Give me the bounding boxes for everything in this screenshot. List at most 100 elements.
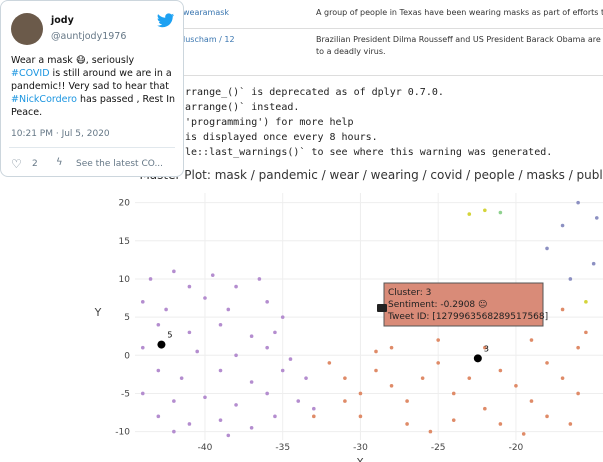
row-divider [0, 75, 603, 76]
point [140, 300, 145, 304]
point [218, 418, 223, 422]
point [405, 399, 409, 403]
point [576, 345, 580, 350]
twitter-logo [157, 13, 174, 28]
tooltip-box [383, 282, 544, 327]
y-tick-label: 10 [119, 275, 131, 285]
tooltip-line: Sentiment: -0.2908 😐 [388, 299, 487, 310]
point [436, 361, 440, 365]
point [560, 376, 565, 380]
table-cell: A group of people in Texas have been wea… [316, 8, 603, 17]
like-icon[interactable]: ♡ [11, 157, 22, 171]
point [296, 399, 301, 403]
cluster-center [157, 340, 166, 349]
point [584, 330, 588, 335]
point [265, 345, 269, 350]
y-tick-label: -10 [115, 428, 130, 438]
point [389, 345, 394, 350]
point [529, 399, 534, 403]
console-line: is displayed once every 8 hours. [185, 132, 378, 143]
point [218, 322, 223, 327]
point [358, 391, 363, 396]
point [265, 300, 269, 304]
point [405, 422, 409, 426]
tweet-segment: Peace. [11, 107, 43, 118]
point [428, 429, 433, 434]
cluster-label: 5 [167, 331, 172, 340]
y-axis-label: Y [94, 306, 102, 319]
point [343, 399, 347, 403]
point [172, 429, 176, 434]
point [591, 261, 596, 266]
tweet-name: jody [51, 15, 74, 26]
point [451, 391, 456, 396]
point [187, 422, 192, 426]
point [187, 284, 192, 289]
point [514, 384, 518, 388]
cluster-label: 3 [484, 344, 489, 353]
point [172, 269, 176, 274]
tweet-segment: #COVID [11, 68, 50, 79]
point [156, 322, 161, 327]
table-cell: luscham / 12 [183, 35, 235, 44]
chart-title: Master Plot: mask / pandemic / wear / we… [139, 168, 603, 182]
point [576, 391, 580, 396]
point [483, 208, 487, 213]
point [265, 391, 269, 396]
tweet-card[interactable]: jody @auntjody1976 Wear a mask 😷, seriou… [0, 0, 184, 177]
plot-area [135, 193, 603, 440]
tweet-segment: is still around we are in a [49, 68, 172, 79]
x-tick-label: -25 [431, 443, 446, 453]
point [140, 345, 145, 350]
console-line: le::last_warnings()` to see where this w… [185, 147, 553, 158]
x-tick-label: -20 [509, 443, 524, 453]
point [249, 334, 254, 338]
y-tick-label: 0 [124, 351, 130, 361]
point [226, 307, 231, 312]
row-divider [0, 28, 603, 29]
point [374, 368, 378, 373]
point [576, 200, 580, 205]
point [273, 414, 277, 419]
console-line: 'programming') for more help [185, 117, 354, 128]
point [467, 212, 472, 216]
point [226, 433, 231, 438]
point [451, 418, 456, 422]
table: wearamask A group of people in Texas have… [0, 0, 603, 78]
tweet-line: pandemic!! Very sad to hear that [11, 81, 169, 92]
tweet-time[interactable]: 10:21 PM · Jul 5, 2020 [11, 129, 110, 139]
point [483, 406, 487, 411]
divider [9, 147, 175, 148]
tweet-line: Wear a mask 😷, seriously [11, 55, 134, 66]
point [483, 345, 487, 350]
avatar [11, 13, 43, 45]
tweet-line: #NickCordero has passed , Rest In [11, 94, 175, 105]
point [358, 414, 363, 419]
point [584, 300, 588, 304]
point [195, 349, 199, 354]
point [273, 330, 277, 335]
point [140, 391, 145, 396]
point [288, 357, 293, 361]
point [498, 210, 503, 215]
x-tick-label: -40 [198, 443, 213, 453]
point [568, 277, 573, 281]
point [249, 380, 254, 384]
point [343, 376, 347, 380]
point [545, 414, 549, 419]
y-tick-label: 5 [124, 313, 130, 323]
point [218, 368, 223, 373]
console-line: rrange_()` is deprecated as of dplyr 0.7… [185, 87, 444, 98]
point [280, 368, 285, 373]
point [234, 284, 238, 289]
info-icon: ϟ [56, 157, 63, 168]
point [545, 246, 549, 251]
x-tick-label: -30 [353, 443, 368, 453]
point [312, 414, 316, 419]
point [521, 432, 526, 436]
tweet-line: #COVID is still around we are in a [11, 68, 172, 79]
y-tick-label: -5 [121, 389, 130, 399]
tweet-link[interactable]: See the latest CO... [76, 159, 164, 169]
y-tick-label: 15 [119, 237, 130, 247]
